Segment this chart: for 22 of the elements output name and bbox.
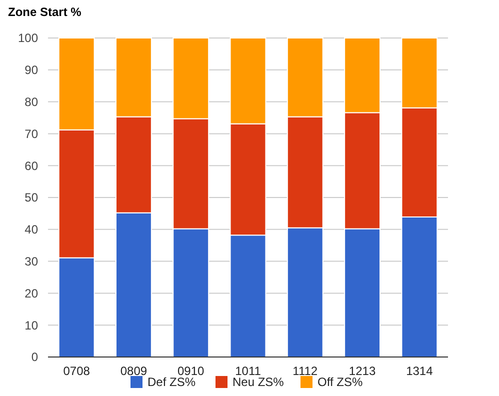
y-tick-label: 90 <box>24 63 38 78</box>
y-tick-label: 20 <box>24 286 38 300</box>
legend-label: Off ZS% <box>318 375 363 389</box>
y-tick-label: 10 <box>24 318 38 332</box>
y-tick-label: 50 <box>24 190 38 205</box>
y-tick-label: 40 <box>24 222 38 237</box>
y-tick-label: 70 <box>24 126 38 141</box>
x-tick-label: 0708 <box>63 364 90 378</box>
x-tick-label: 1112 <box>292 364 318 378</box>
x-tick-label: 1314 <box>406 364 434 378</box>
x-tick-label: 1213 <box>348 364 376 378</box>
y-tick-label: 60 <box>24 158 38 173</box>
y-tick-label: 80 <box>24 95 38 109</box>
x-tick-label: 0809 <box>120 364 148 378</box>
chart-title: Zone Start % <box>8 5 82 19</box>
y-tick-label: 30 <box>24 254 38 268</box>
y-tick-label: 100 <box>18 31 38 46</box>
y-tick-label: 0 <box>31 350 38 364</box>
x-tick-label: 0910 <box>178 364 205 378</box>
x-tick-label: 1011 <box>235 364 262 378</box>
legend-label: Def ZS% <box>148 375 196 389</box>
legend-label: Neu ZS% <box>232 375 284 389</box>
